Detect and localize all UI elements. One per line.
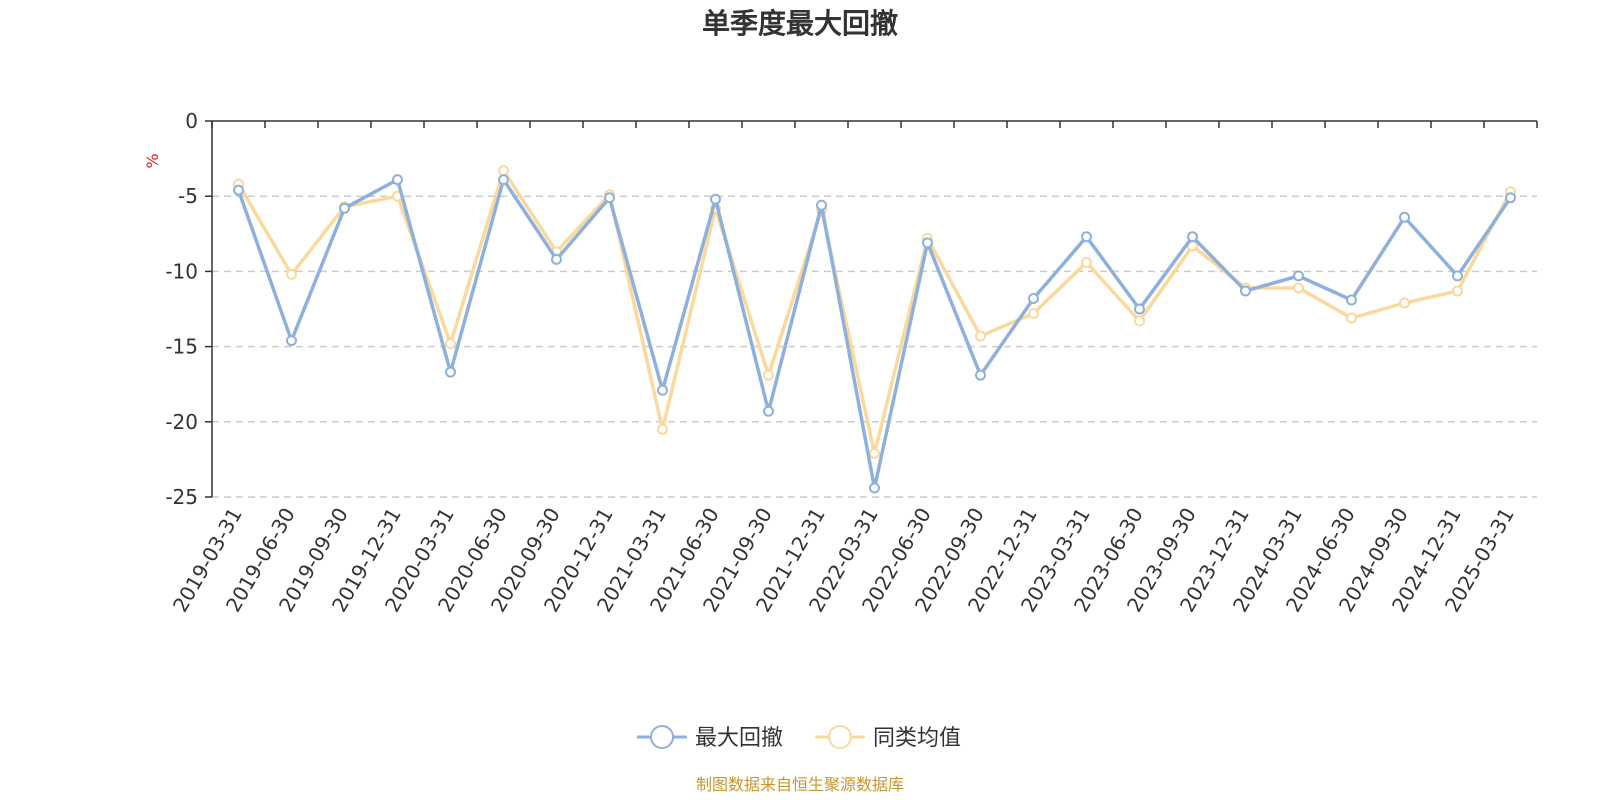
- data-point: [1399, 211, 1410, 223]
- data-point: [339, 202, 350, 214]
- y-tick-label: 0: [185, 109, 198, 133]
- series-group: [233, 165, 1516, 494]
- data-point: [498, 174, 509, 186]
- data-point: [1399, 297, 1410, 309]
- data-point: [1346, 294, 1357, 306]
- data-point: [445, 366, 456, 378]
- data-point: [1346, 312, 1357, 324]
- legend-swatch-marker: [828, 725, 852, 749]
- data-point: [869, 482, 880, 494]
- y-axis-unit-label: %: [143, 153, 162, 168]
- data-point: [763, 369, 774, 381]
- data-point: [551, 253, 562, 265]
- data-point: [816, 199, 827, 211]
- y-tick-label: -20: [165, 410, 198, 434]
- source-note: 制图数据来自恒生聚源数据库: [696, 775, 904, 794]
- gridlines: [212, 195, 1537, 498]
- data-point: [1081, 256, 1092, 268]
- data-point: [1081, 231, 1092, 243]
- data-point: [922, 237, 933, 249]
- y-tick-label: -5: [178, 184, 198, 208]
- data-point: [1452, 285, 1463, 297]
- series-line: [236, 177, 1512, 490]
- data-point: [657, 423, 668, 435]
- data-point: [233, 184, 244, 196]
- data-point: [869, 447, 880, 459]
- data-point: [445, 338, 456, 350]
- y-axis-ticks: 0 -5 -10 -15 -20 -25: [165, 109, 212, 509]
- data-point: [1134, 303, 1145, 315]
- legend-swatch-marker: [650, 725, 674, 749]
- data-point: [1240, 285, 1251, 297]
- data-point: [286, 335, 297, 347]
- data-point: [975, 369, 986, 381]
- data-point: [763, 405, 774, 417]
- data-point: [604, 192, 615, 204]
- chart-title: 单季度最大回撤: [702, 7, 898, 40]
- data-point: [1187, 231, 1198, 243]
- series-line: [236, 168, 1513, 456]
- data-point: [1505, 192, 1516, 204]
- data-point: [1293, 282, 1304, 294]
- data-point: [1293, 270, 1304, 282]
- data-point: [1028, 292, 1039, 304]
- y-tick-label: -10: [165, 259, 198, 283]
- data-point: [975, 330, 986, 342]
- y-tick-label: -25: [165, 485, 198, 509]
- data-point: [286, 268, 297, 280]
- data-point: [710, 193, 721, 205]
- data-point: [1028, 308, 1039, 320]
- data-point: [1452, 270, 1463, 282]
- data-point: [657, 384, 668, 396]
- legend-label: 同类均值: [873, 726, 961, 751]
- axes: [211, 120, 1537, 497]
- data-point: [498, 165, 509, 177]
- y-tick-label: -15: [165, 335, 198, 359]
- data-point: [392, 174, 403, 186]
- legend: 最大回撤 同类均值: [637, 725, 961, 751]
- legend-label: 最大回撤: [695, 726, 783, 751]
- data-point: [1134, 315, 1145, 327]
